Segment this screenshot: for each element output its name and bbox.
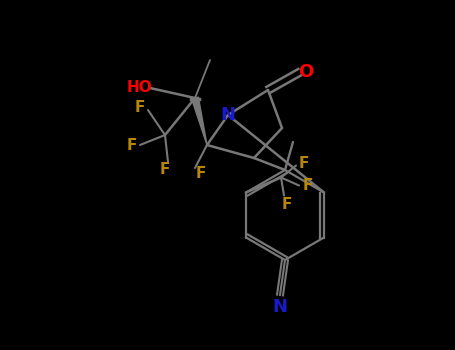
Polygon shape: [192, 97, 207, 145]
Text: F: F: [135, 100, 145, 116]
Text: F: F: [299, 156, 309, 171]
Text: F: F: [196, 167, 206, 182]
Text: F: F: [160, 162, 170, 177]
Text: N: N: [221, 106, 236, 124]
Text: HO: HO: [127, 80, 153, 96]
Text: N: N: [273, 298, 288, 316]
Text: O: O: [298, 63, 313, 81]
Text: F: F: [303, 178, 313, 193]
Text: F: F: [127, 138, 137, 153]
Text: F: F: [282, 197, 292, 212]
